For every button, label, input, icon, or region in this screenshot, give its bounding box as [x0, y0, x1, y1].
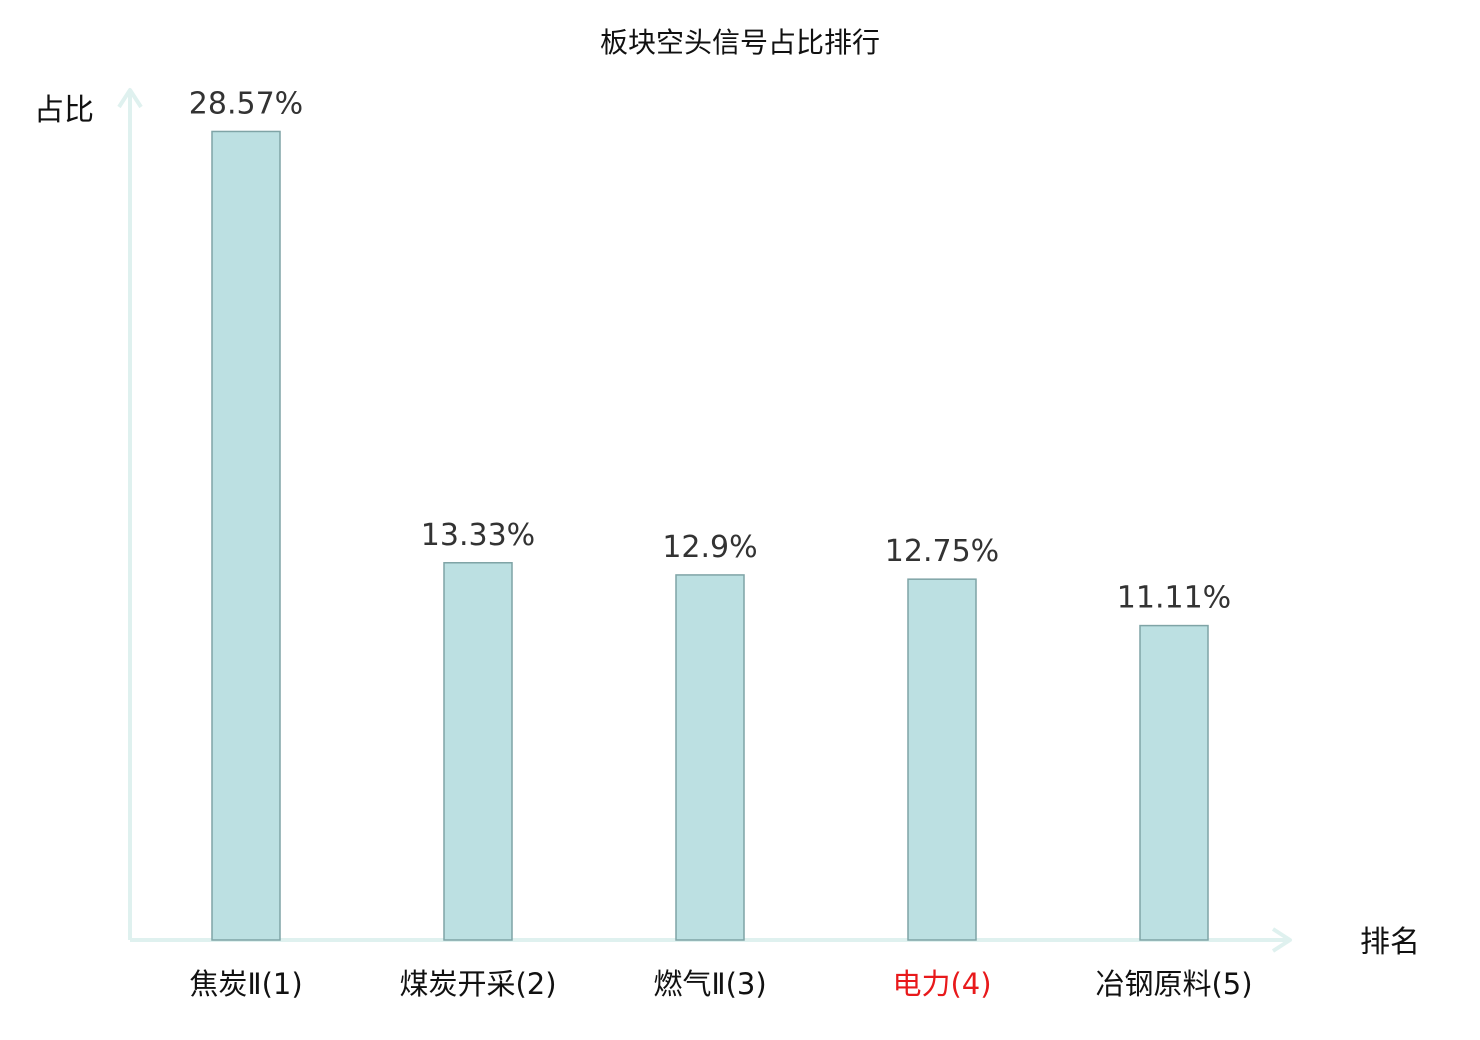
x-tick-label-4: 电力(4)	[892, 967, 991, 1001]
value-labels-group: 28.57% 13.33% 12.9% 12.75% 11.11%	[189, 86, 1231, 615]
tick-labels-group: 焦炭Ⅱ(1) 煤炭开采(2) 燃气Ⅱ(3) 电力(4) 冶钢原料(5)	[189, 967, 1252, 1001]
x-tick-label-3: 燃气Ⅱ(3)	[653, 967, 766, 1001]
value-label-4: 12.75%	[885, 534, 999, 569]
x-tick-label-1: 焦炭Ⅱ(1)	[189, 967, 302, 1001]
value-label-2: 13.33%	[421, 518, 535, 553]
value-label-1: 28.57%	[189, 86, 303, 121]
x-axis-arrow	[1271, 927, 1292, 953]
y-axis-arrow	[117, 88, 143, 109]
bar-3	[675, 574, 745, 941]
chart-title: 板块空头信号占比排行	[600, 26, 880, 59]
bar-4	[907, 578, 977, 941]
bars-group	[211, 130, 1209, 941]
bar-5	[1139, 624, 1209, 941]
x-axis-label: 排名	[1360, 925, 1420, 960]
value-label-3: 12.9%	[662, 530, 757, 565]
bar-1	[211, 130, 281, 941]
bar-2	[443, 562, 513, 941]
x-tick-label-5: 冶钢原料(5)	[1095, 967, 1252, 1001]
y-axis-label: 占比	[34, 93, 94, 128]
x-tick-label-2: 煤炭开采(2)	[399, 967, 556, 1001]
value-label-5: 11.11%	[1117, 581, 1231, 616]
